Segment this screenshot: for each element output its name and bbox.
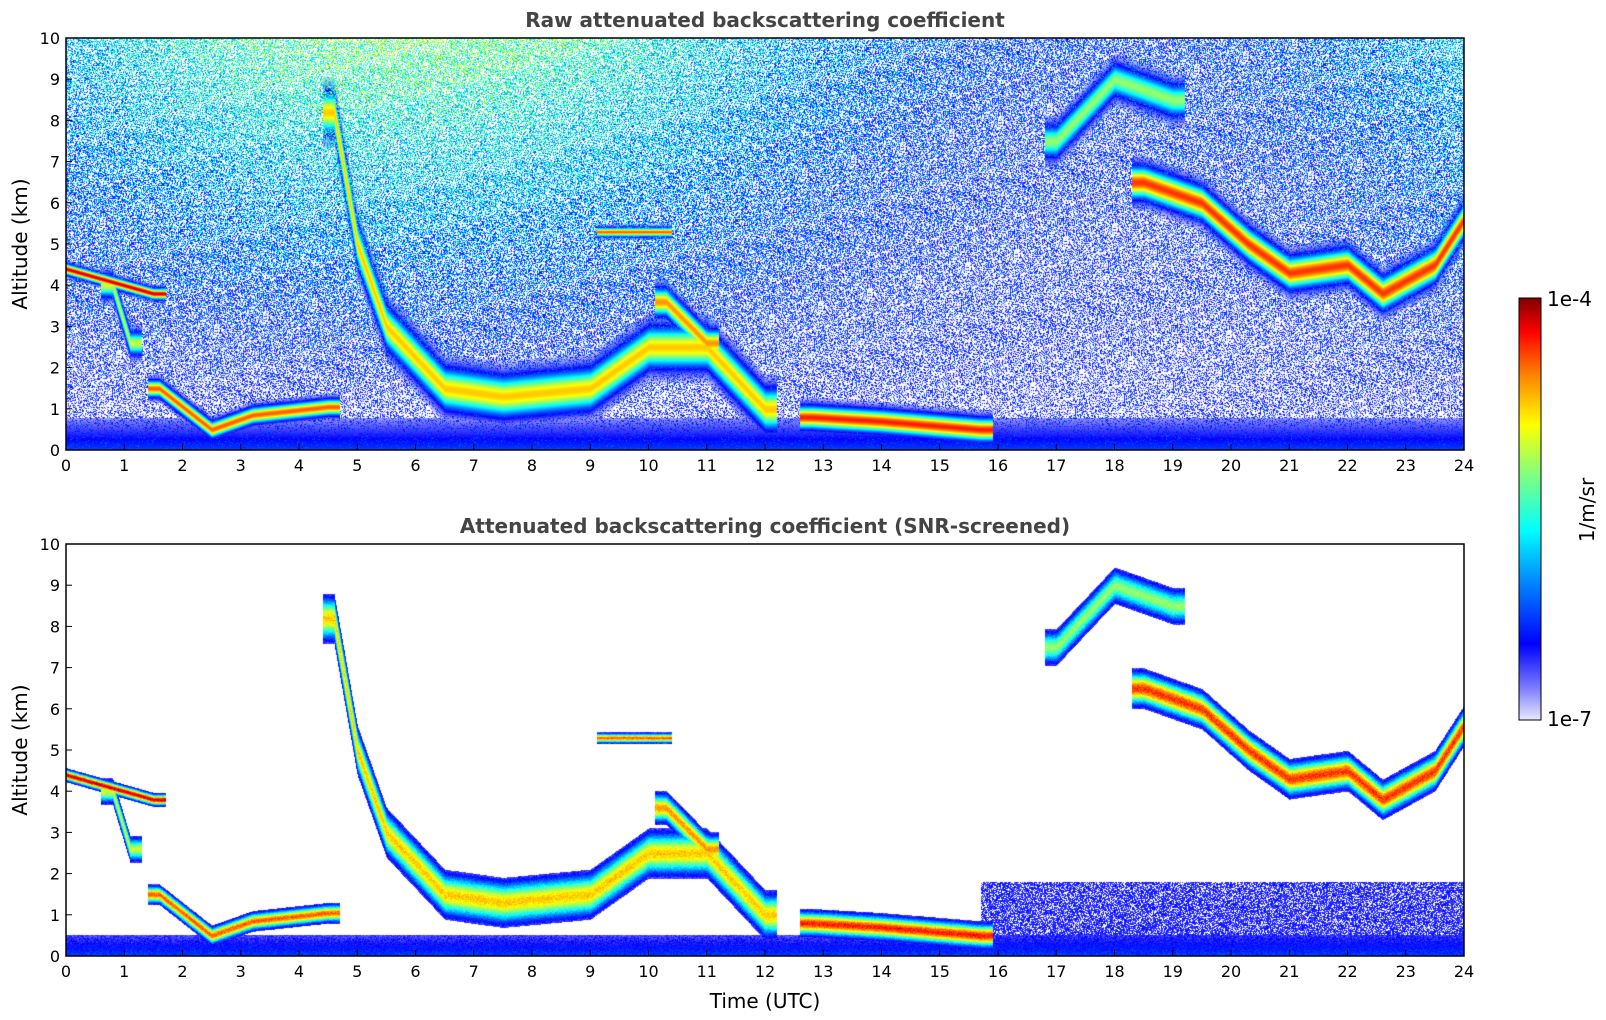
x-tick-label: 8: [527, 456, 537, 475]
y-tick-label: 1: [50, 400, 60, 419]
y-tick-label: 8: [50, 617, 60, 636]
x-tick-label: 12: [755, 962, 775, 981]
x-tick-label: 22: [1337, 456, 1357, 475]
x-tick-label: 9: [585, 456, 595, 475]
x-tick-label: 18: [1104, 456, 1124, 475]
y-tick-label: 2: [50, 865, 60, 884]
panel-raw-x-ticks: 0 1 2 3 4 5 6 7 8 9 10 11 12 13 14 15 16 17 18 19 20 21 22 23 24: [61, 444, 1474, 475]
panel-raw: Raw attenuated backscattering coefficien…: [8, 8, 1474, 475]
y-tick-label: 0: [50, 441, 60, 460]
x-tick-label: 16: [988, 962, 1008, 981]
x-tick-label: 13: [813, 962, 833, 981]
x-tick-label: 5: [352, 962, 362, 981]
x-tick-label: 10: [638, 456, 658, 475]
x-tick-label: 18: [1104, 962, 1124, 981]
x-tick-label: 7: [469, 456, 479, 475]
colorbar-max-label: 1e-4: [1547, 287, 1592, 311]
y-tick-label: 8: [50, 111, 60, 130]
y-tick-label: 7: [50, 153, 60, 172]
x-tick-label: 14: [871, 962, 891, 981]
y-tick-label: 10: [40, 535, 60, 554]
y-tick-label: 6: [50, 700, 60, 719]
x-tick-label: 13: [813, 456, 833, 475]
panel-screened-title: Attenuated backscattering coefficient (S…: [460, 514, 1070, 538]
x-tick-label: 23: [1396, 456, 1416, 475]
x-tick-label: 19: [1163, 962, 1183, 981]
x-tick-label: 8: [527, 962, 537, 981]
panel-screened-heatmap: [66, 544, 1464, 956]
x-tick-label: 19: [1163, 456, 1183, 475]
x-tick-label: 10: [638, 962, 658, 981]
panel-raw-heatmap: [66, 38, 1464, 450]
y-tick-label: 4: [50, 782, 60, 801]
x-tick-label: 0: [61, 962, 71, 981]
x-tick-label: 17: [1046, 456, 1066, 475]
x-tick-label: 5: [352, 456, 362, 475]
x-tick-label: 4: [294, 456, 304, 475]
x-tick-label: 6: [410, 962, 420, 981]
x-tick-label: 11: [697, 456, 717, 475]
x-tick-label: 16: [988, 456, 1008, 475]
y-tick-label: 2: [50, 359, 60, 378]
panel-raw-y-ticks: 0 1 2 3 4 5 6 7 8 9 10: [40, 29, 72, 460]
panel-screened-y-ticks: 0 1 2 3 4 5 6 7 8 9 10: [40, 535, 72, 966]
colorbar: 1e-4 1e-7 1/m/sr: [1518, 287, 1599, 731]
colorbar-unit-label: 1/m/sr: [1575, 477, 1599, 542]
colorbar-gradient: [1518, 297, 1542, 721]
x-tick-label: 4: [294, 962, 304, 981]
y-tick-label: 10: [40, 29, 60, 48]
x-tick-label: 15: [930, 456, 950, 475]
y-tick-label: 1: [50, 906, 60, 925]
x-tick-label: 2: [177, 962, 187, 981]
x-tick-label: 14: [871, 456, 891, 475]
x-tick-label: 15: [930, 962, 950, 981]
x-tick-label: 2: [177, 456, 187, 475]
x-tick-label: 0: [61, 456, 71, 475]
x-tick-label: 24: [1454, 962, 1474, 981]
y-tick-label: 9: [50, 576, 60, 595]
panel-screened-x-label: Time (UTC): [709, 989, 821, 1013]
x-tick-label: 1: [119, 456, 129, 475]
x-tick-label: 3: [236, 962, 246, 981]
y-tick-label: 0: [50, 947, 60, 966]
x-tick-label: 12: [755, 456, 775, 475]
panel-screened-y-label: Altitude (km): [8, 684, 32, 815]
x-tick-label: 6: [410, 456, 420, 475]
x-tick-label: 20: [1221, 456, 1241, 475]
x-tick-label: 9: [585, 962, 595, 981]
y-tick-label: 9: [50, 70, 60, 89]
x-tick-label: 17: [1046, 962, 1066, 981]
x-tick-label: 1: [119, 962, 129, 981]
y-tick-label: 5: [50, 741, 60, 760]
x-tick-label: 22: [1337, 962, 1357, 981]
panel-raw-y-label: Altitude (km): [8, 178, 32, 309]
x-tick-label: 3: [236, 456, 246, 475]
y-tick-label: 3: [50, 317, 60, 336]
x-tick-label: 7: [469, 962, 479, 981]
y-tick-label: 4: [50, 276, 60, 295]
panel-screened: Attenuated backscattering coefficient (S…: [8, 514, 1474, 1013]
y-tick-label: 5: [50, 235, 60, 254]
x-tick-label: 20: [1221, 962, 1241, 981]
x-tick-label: 23: [1396, 962, 1416, 981]
x-tick-label: 24: [1454, 456, 1474, 475]
panel-screened-x-ticks: 0 1 2 3 4 5 6 7 8 9 10 11 12 13 14 15 16 17 18 19 20 21 22 23 24: [61, 950, 1474, 981]
x-tick-label: 21: [1279, 962, 1299, 981]
y-tick-label: 7: [50, 659, 60, 678]
y-tick-label: 3: [50, 823, 60, 842]
panel-raw-title: Raw attenuated backscattering coefficien…: [525, 8, 1005, 32]
y-tick-label: 6: [50, 194, 60, 213]
x-tick-label: 11: [697, 962, 717, 981]
x-tick-label: 21: [1279, 456, 1299, 475]
colorbar-min-label: 1e-7: [1547, 707, 1592, 731]
